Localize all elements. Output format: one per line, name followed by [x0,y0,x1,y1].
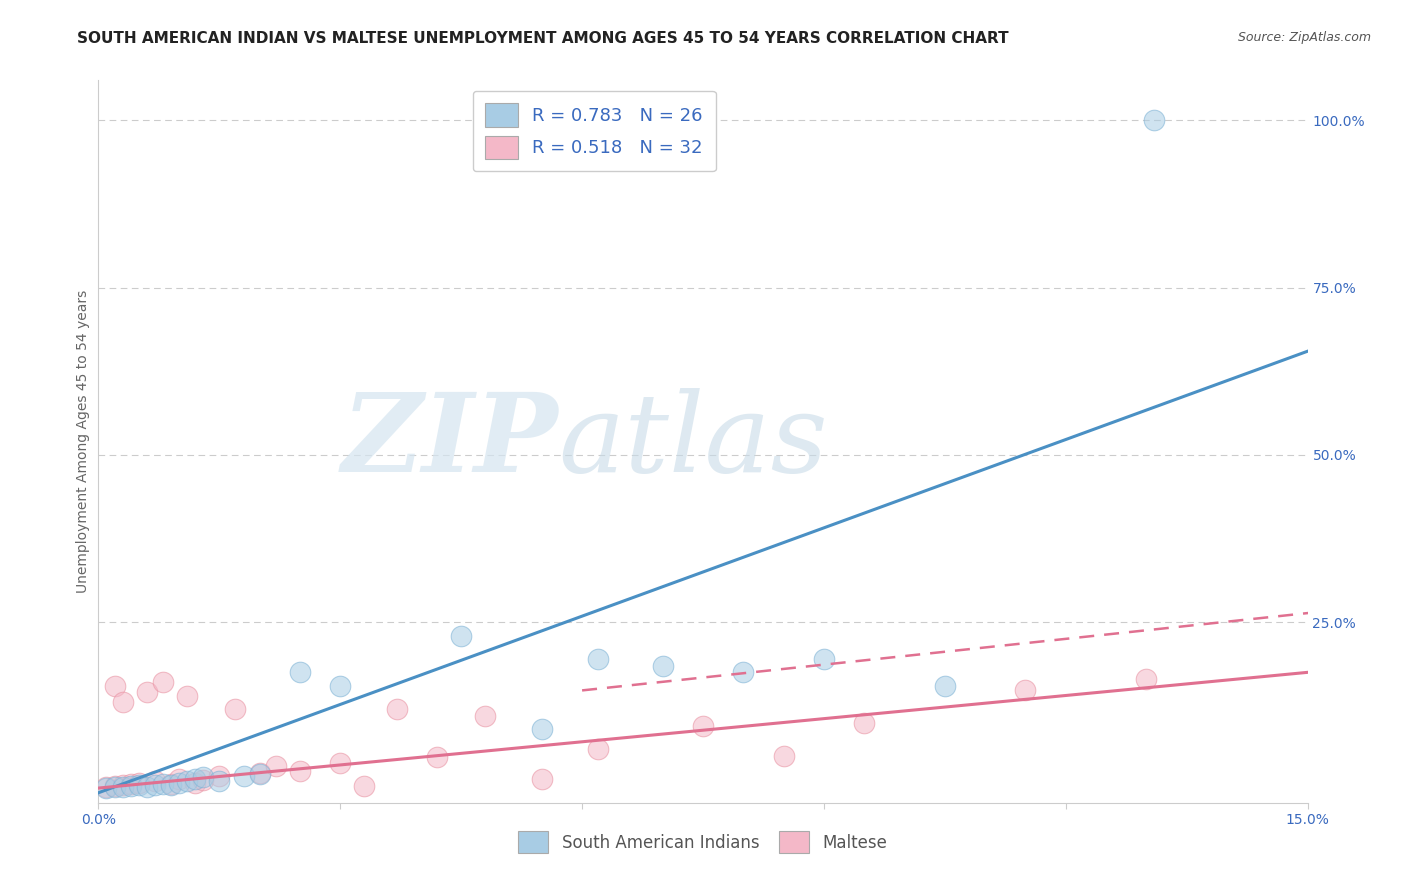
Point [167,776,190,790]
Point [120,779,142,793]
Point [193,771,215,785]
Legend: South American Indians, Maltese: South American Indians, Maltese [512,825,894,860]
Point [264,759,287,773]
Point [586,742,609,756]
Point [586,652,609,666]
Point [143,774,166,789]
Point [249,765,271,780]
Point [692,719,714,733]
Point [385,702,408,716]
Point [184,776,207,790]
Point [120,777,142,791]
Point [143,778,166,792]
Point [193,772,215,788]
Point [1014,683,1036,698]
Text: Source: ZipAtlas.com: Source: ZipAtlas.com [1237,31,1371,45]
Point [813,652,835,666]
Point [224,702,246,716]
Text: SOUTH AMERICAN INDIAN VS MALTESE UNEMPLOYMENT AMONG AGES 45 TO 54 YEARS CORRELAT: SOUTH AMERICAN INDIAN VS MALTESE UNEMPLO… [77,31,1010,46]
Point [530,772,553,787]
Text: atlas: atlas [558,388,828,495]
Point [128,776,150,790]
Point [426,750,449,764]
Point [160,778,183,793]
Point [1143,113,1166,128]
Point [288,764,311,778]
Point [103,679,125,693]
Point [733,665,755,680]
Point [103,779,125,793]
Point [135,685,157,699]
Text: ZIP: ZIP [342,388,558,495]
Point [160,777,183,791]
Point [167,772,190,787]
Point [288,665,311,680]
Point [651,658,673,673]
Point [329,756,352,770]
Point [103,780,125,794]
Point [111,778,134,792]
Point [530,723,553,737]
Point [208,769,231,783]
Point [111,780,134,795]
Point [176,774,198,789]
Y-axis label: Unemployment Among Ages 45 to 54 years: Unemployment Among Ages 45 to 54 years [76,290,90,593]
Point [184,772,207,787]
Point [772,749,794,764]
Point [176,689,198,703]
Point [450,628,472,642]
Point [853,715,876,730]
Point [1135,672,1157,686]
Point [232,769,254,783]
Point [128,778,150,793]
Point [152,675,174,690]
Point [96,781,118,796]
Point [249,767,271,781]
Point [96,780,118,795]
Point [353,779,375,793]
Point [111,696,134,710]
Point [474,708,496,723]
Point [152,777,174,791]
Point [329,679,352,693]
Point [208,774,231,789]
Point [934,679,956,693]
Point [135,780,157,794]
